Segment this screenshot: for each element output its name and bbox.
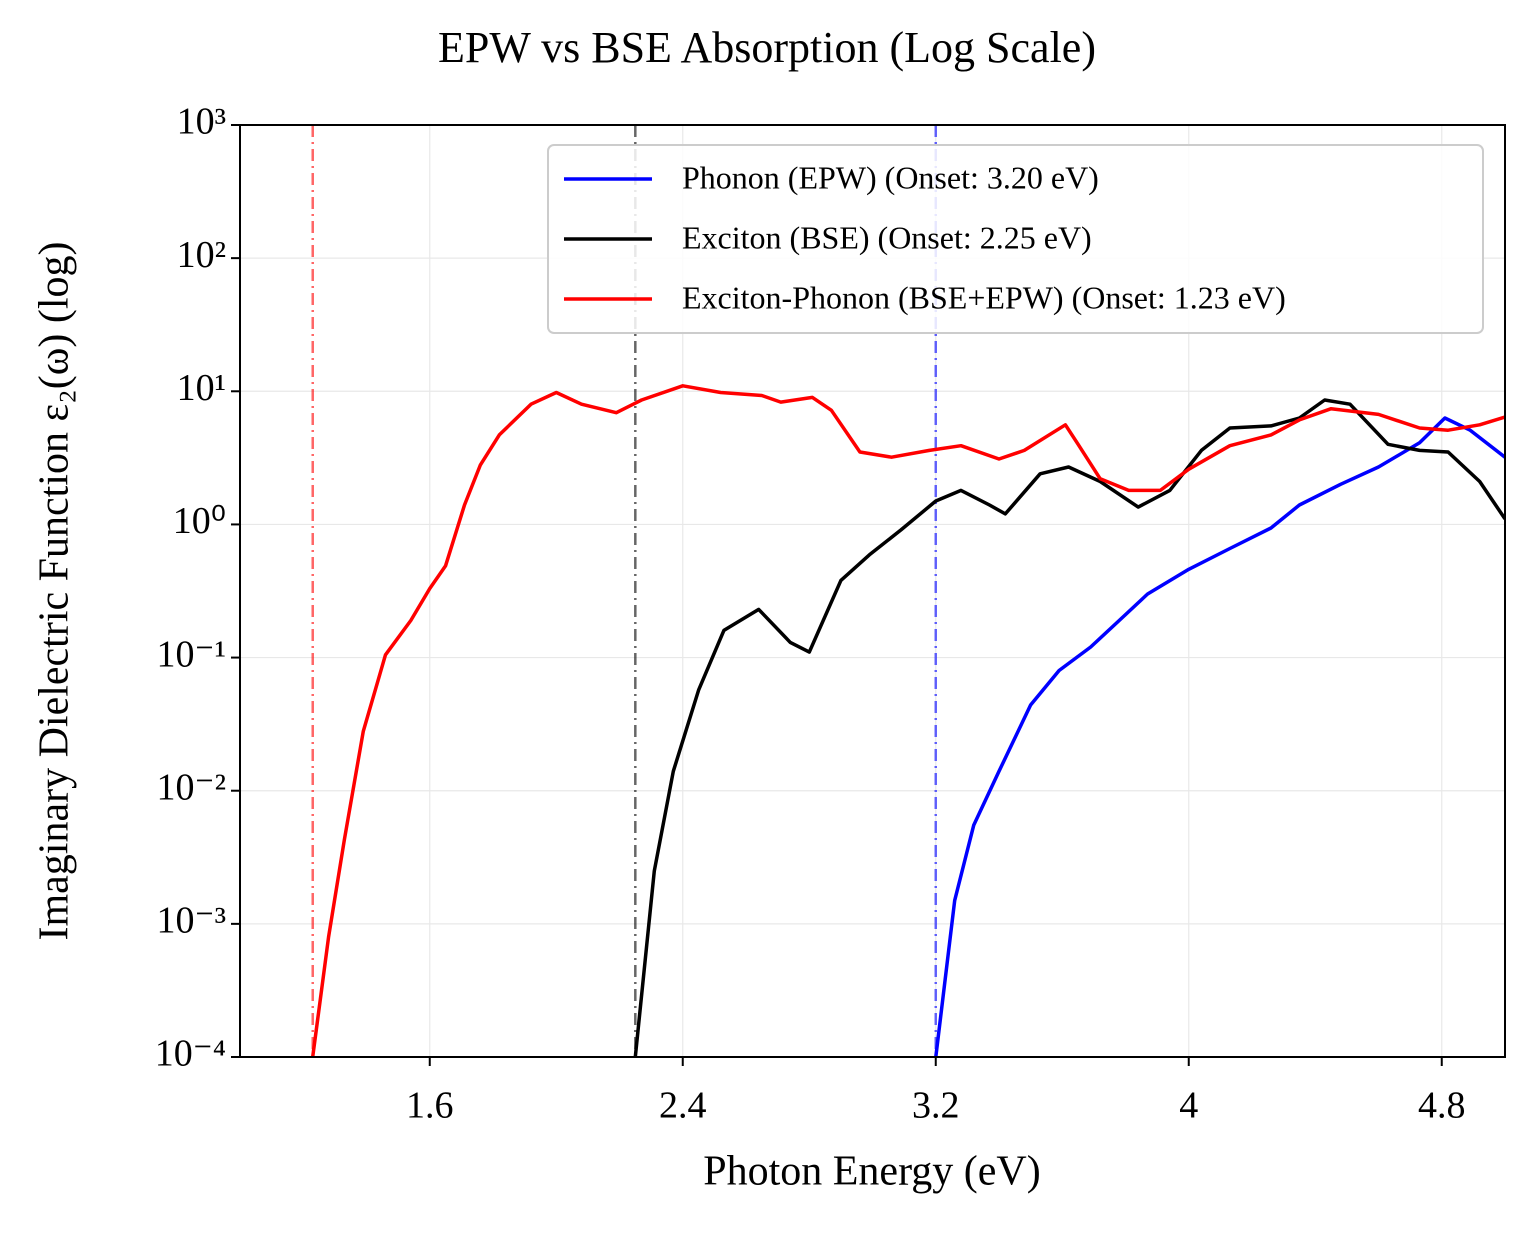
y-tick-label: 10⁻³ xyxy=(157,900,226,942)
y-tick-label: 10⁰ xyxy=(173,500,226,542)
legend-box xyxy=(547,144,1484,334)
series-line xyxy=(633,398,1505,1057)
y-tick-label: 10¹ xyxy=(177,367,226,409)
y-tick-label: 10⁻⁴ xyxy=(155,1033,226,1075)
y-tick-label: 10⁻¹ xyxy=(157,633,226,675)
y-tick-label: 10⁻² xyxy=(157,766,226,808)
x-tick-label: 3.2 xyxy=(912,1085,960,1127)
legend-label: Exciton-Phonon (BSE+EPW) (Onset: 1.23 eV… xyxy=(682,279,1286,315)
x-axis-label: Photon Energy (eV) xyxy=(703,1149,1041,1195)
x-tick-label: 2.4 xyxy=(659,1085,707,1127)
legend-label: Phonon (EPW) (Onset: 3.20 eV) xyxy=(682,159,1099,195)
y-tick-label: 10² xyxy=(177,234,226,276)
legend-label: Exciton (BSE) (Onset: 2.25 eV) xyxy=(682,219,1092,255)
x-tick-label: 4.8 xyxy=(1418,1085,1466,1127)
y-axis-label: Imaginary Dielectric Function ε₂(ω) (log… xyxy=(32,241,78,940)
chart-title: EPW vs BSE Absorption (Log Scale) xyxy=(438,23,1096,72)
series-line xyxy=(310,384,1505,1057)
x-tick-label: 1.6 xyxy=(406,1085,454,1127)
plot-frame xyxy=(239,124,1506,1058)
y-tick-label: 10³ xyxy=(177,101,226,143)
series-line xyxy=(934,416,1505,1057)
x-tick-label: 4 xyxy=(1179,1085,1198,1127)
